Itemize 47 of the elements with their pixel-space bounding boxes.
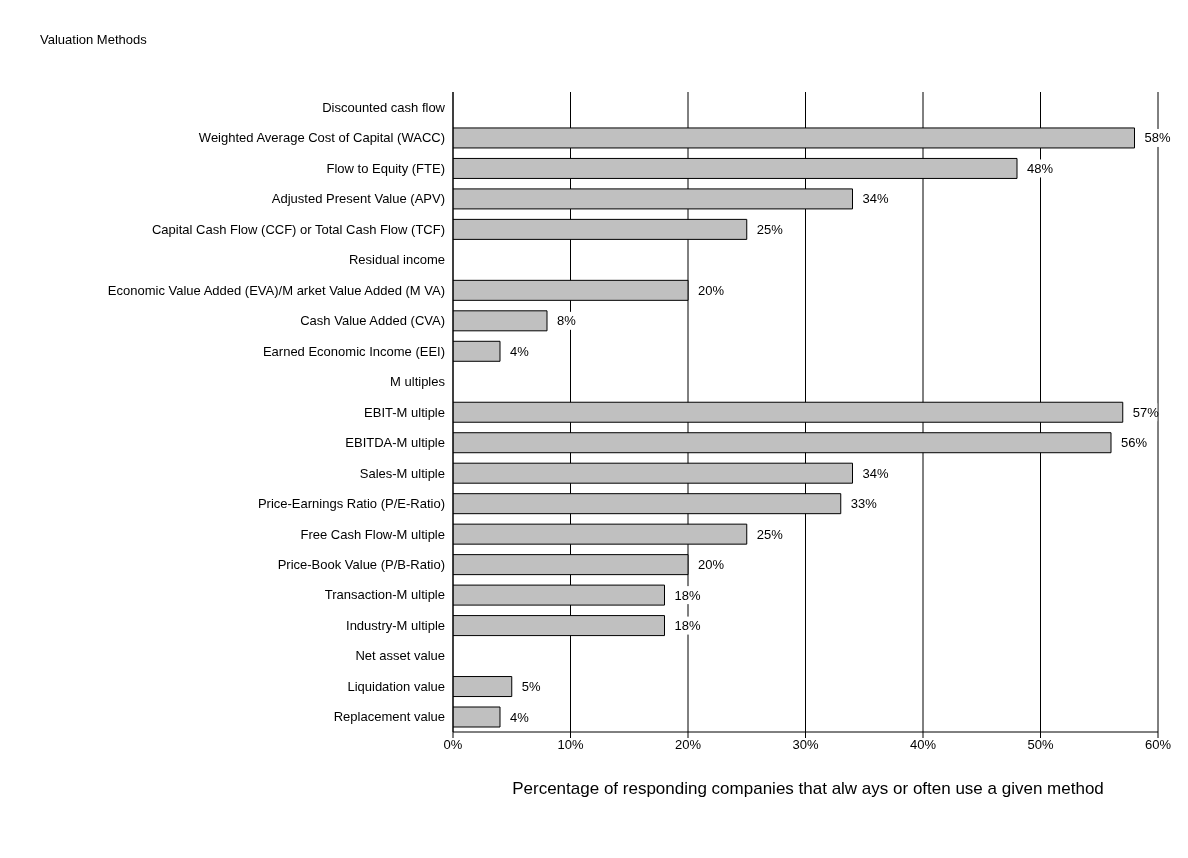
x-tick-label: 40%	[909, 737, 937, 753]
data-label: 20%	[698, 282, 725, 298]
y-tick-label: Sales-M ultiple	[359, 465, 445, 481]
y-tick-label: Net asset value	[355, 648, 445, 664]
x-axis-title: Percentage of responding companies that alw ays or often use a given method	[511, 778, 1105, 800]
y-tick-label: Price-Earnings Ratio (P/E-Ratio)	[257, 496, 445, 512]
y-tick-label: Earned Economic Income (EEI)	[262, 343, 445, 359]
x-tick-label: 20%	[674, 737, 702, 753]
y-tick-label: EBIT-M ultiple	[364, 404, 445, 420]
data-label: 5%	[521, 679, 541, 695]
y-tick-label: Price-Book Value (P/B-Ratio)	[277, 557, 445, 572]
x-tick-label: 30%	[792, 737, 819, 753]
y-tick-label: Flow to Equity (FTE)	[326, 160, 445, 176]
text: Valuation Methods	[39, 31, 148, 49]
data-label: 34%	[862, 191, 889, 207]
y-tick-label: EBITDA-M ultiple	[345, 435, 445, 451]
data-label: 57%	[1132, 404, 1160, 420]
data-label: 4%	[510, 709, 530, 725]
y-tick-label: Capital Cash Flow (CCF) or Total Cash Flow (TCF)	[151, 221, 445, 237]
y-tick-label: Cash Value Added (CVA)	[300, 313, 445, 329]
data-label: 56%	[1121, 435, 1148, 451]
y-tick-label: Weighted Average Cost of Capital (WACC)	[198, 130, 445, 146]
data-label: 33%	[850, 496, 878, 512]
y-tick-label: Free Cash Flow-M ultiple	[300, 526, 445, 542]
data-label: 25%	[756, 221, 784, 237]
data-label: 18%	[674, 587, 701, 603]
y-tick-label: Residual income	[348, 252, 445, 268]
y-tick-label: Discounted cash flow	[322, 99, 446, 115]
data-label: 20%	[698, 557, 725, 573]
y-tick-label: Replacement value	[333, 709, 445, 725]
data-label: 25%	[756, 526, 784, 542]
data-label: 34%	[862, 465, 889, 481]
x-tick-label: 60%	[1144, 737, 1172, 753]
y-tick-label: Adjusted Present Value (APV)	[271, 191, 445, 207]
y-tick-label: M ultiples	[390, 374, 446, 390]
y-tick-label: Transaction-M ultiple	[324, 587, 445, 603]
x-tick-label: 10%	[557, 737, 584, 753]
x-tick-label: 50%	[1027, 737, 1054, 753]
data-label: 58%	[1144, 130, 1171, 146]
data-label: 8%	[557, 313, 577, 329]
x-tick-label: 0%	[443, 737, 463, 753]
data-label: 4%	[510, 343, 530, 359]
y-tick-label: Economic Value Added (EVA)/M arket Value Added (M VA)	[107, 282, 445, 298]
y-tick-label: Industry-M ultiple	[346, 617, 445, 633]
y-tick-label: Liquidation value	[347, 678, 445, 694]
data-label: 48%	[1027, 160, 1054, 176]
data-label: 18%	[674, 618, 701, 634]
